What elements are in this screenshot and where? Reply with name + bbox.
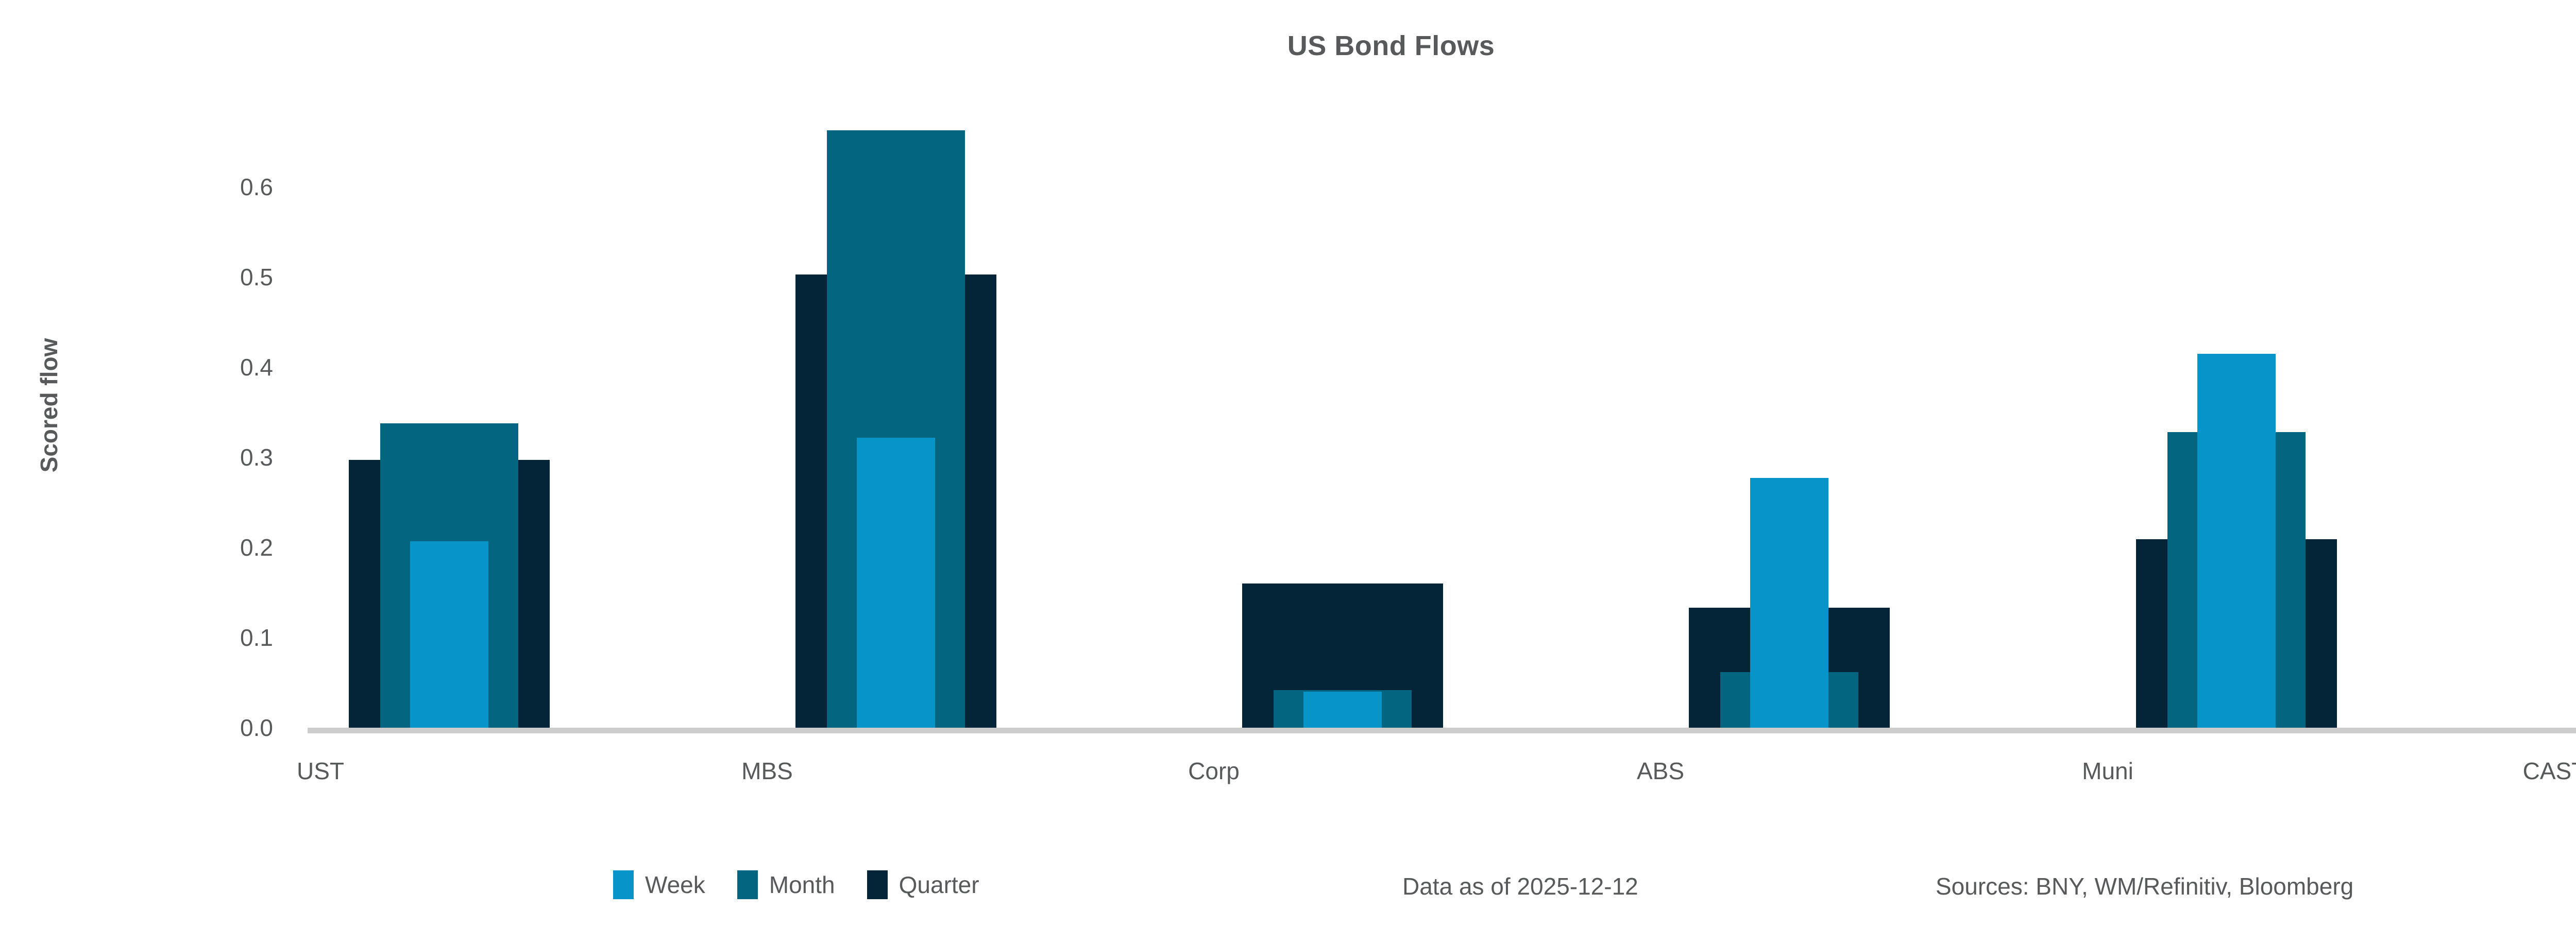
y-axis-ticks: 0.0 0.1 0.2 0.3 0.4 0.5 0.6 [170, 0, 273, 927]
legend-item-quarter[interactable]: Quarter [867, 870, 979, 899]
legend-swatch-icon [867, 870, 888, 899]
bar-ust-week[interactable] [410, 541, 488, 728]
x-tick-label-mbs: MBS [741, 758, 793, 784]
y-axis-label: Scored flow [36, 338, 62, 473]
legend-label: Month [769, 871, 835, 898]
x-tick-label-ust: UST [297, 758, 344, 784]
y-tick-label: 0.3 [240, 444, 273, 471]
y-tick-label: 0.6 [240, 174, 273, 200]
y-tick-label: 0.4 [240, 354, 273, 381]
sources-note: Sources: BNY, WM/Refinitiv, Bloomberg [1936, 873, 2354, 900]
y-tick-label: 0.5 [240, 264, 273, 290]
page-title: US Bond Flows [1287, 30, 1495, 61]
bar-muni-week[interactable] [2197, 353, 2276, 728]
x-tick-label-corp: Corp [1188, 758, 1240, 784]
legend-item-week[interactable]: Week [613, 870, 705, 899]
x-axis-line [308, 728, 2576, 733]
legend-swatch-icon [613, 870, 634, 899]
x-tick-label-cast: CAST [2522, 758, 2576, 784]
bar-corp-week[interactable] [1303, 692, 1382, 728]
y-tick-label: 0.0 [240, 714, 273, 741]
y-tick-label: 0.1 [240, 624, 273, 651]
legend-swatch-icon [737, 870, 758, 899]
x-tick-label-abs: ABS [1636, 758, 1685, 784]
y-tick-label: 0.2 [240, 534, 273, 561]
legend-label: Quarter [899, 871, 979, 898]
plot-area [308, 130, 2576, 728]
data-asof-note: Data as of 2025-12-12 [1402, 873, 1638, 900]
legend-label: Week [645, 871, 705, 898]
chart-legend: Week Month Quarter [613, 870, 1011, 899]
bar-abs-week[interactable] [1750, 478, 1828, 728]
legend-item-month[interactable]: Month [737, 870, 835, 899]
bar-mbs-week[interactable] [857, 437, 935, 728]
x-tick-label-muni: Muni [2082, 758, 2133, 784]
